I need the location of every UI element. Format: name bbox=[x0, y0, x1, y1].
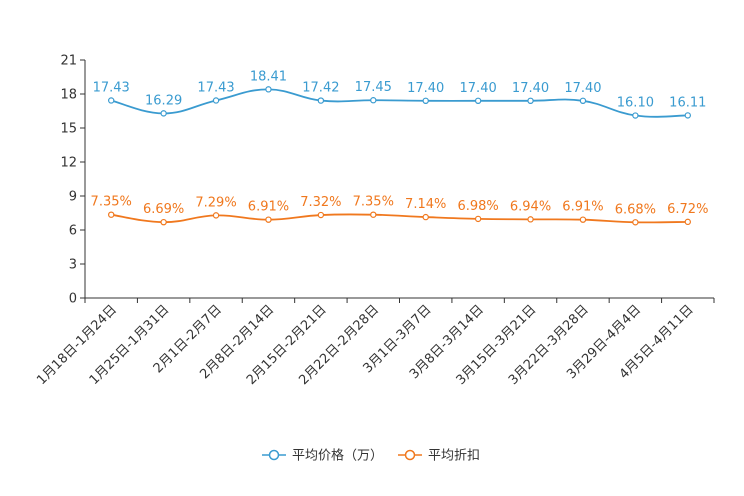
data-point[interactable] bbox=[317, 211, 325, 219]
y-tick-label: 9 bbox=[69, 190, 77, 205]
data-label: 6.91% bbox=[248, 200, 289, 215]
y-tick-label: 12 bbox=[60, 156, 77, 171]
data-point[interactable] bbox=[212, 212, 220, 219]
data-point[interactable] bbox=[160, 218, 167, 226]
data-label: 17.40 bbox=[407, 81, 444, 96]
data-point[interactable] bbox=[474, 97, 482, 105]
data-point[interactable] bbox=[684, 218, 691, 226]
data-point[interactable] bbox=[527, 216, 534, 223]
data-point[interactable] bbox=[527, 97, 534, 105]
data-point[interactable] bbox=[108, 211, 115, 218]
data-label: 17.43 bbox=[197, 80, 234, 95]
chart-series bbox=[108, 86, 691, 226]
data-label: 6.94% bbox=[510, 199, 551, 214]
legend-item-2[interactable]: 平均折扣 bbox=[398, 449, 480, 464]
data-label: 16.29 bbox=[145, 93, 182, 108]
data-point[interactable] bbox=[265, 216, 272, 223]
data-point[interactable] bbox=[265, 86, 272, 93]
data-label: 16.10 bbox=[617, 96, 654, 111]
data-point[interactable] bbox=[212, 97, 220, 104]
data-label: 6.68% bbox=[615, 202, 656, 217]
y-tick-label: 6 bbox=[69, 224, 77, 239]
data-label: 17.40 bbox=[564, 81, 601, 96]
data-label: 16.11 bbox=[669, 95, 706, 110]
series-line-2 bbox=[111, 213, 688, 224]
series-line-1 bbox=[110, 88, 688, 118]
data-point[interactable] bbox=[108, 97, 115, 104]
legend-item-1[interactable]: 平均价格（万） bbox=[262, 448, 383, 464]
data-label: 17.40 bbox=[460, 81, 497, 96]
data-point[interactable] bbox=[579, 97, 587, 105]
data-point[interactable] bbox=[370, 211, 377, 218]
data-label: 17.45 bbox=[355, 80, 392, 95]
data-point[interactable] bbox=[474, 215, 482, 223]
legend-marker-icon bbox=[268, 449, 280, 461]
data-label: 7.35% bbox=[91, 195, 132, 210]
data-point[interactable] bbox=[579, 216, 587, 223]
legend-label: 平均价格（万） bbox=[292, 448, 383, 464]
y-tick-label: 21 bbox=[60, 54, 77, 69]
y-tick-label: 15 bbox=[60, 122, 77, 137]
data-point[interactable] bbox=[422, 97, 429, 105]
data-label: 6.98% bbox=[457, 199, 498, 214]
data-label: 6.69% bbox=[143, 202, 184, 217]
data-point[interactable] bbox=[317, 97, 325, 104]
chart-legend[interactable]: 平均价格（万） 平均折扣 bbox=[262, 448, 480, 464]
data-label: 17.43 bbox=[93, 80, 130, 95]
data-point[interactable] bbox=[632, 112, 639, 119]
data-label: 6.91% bbox=[562, 200, 603, 215]
y-tick-label: 18 bbox=[60, 88, 77, 103]
data-label: 17.40 bbox=[512, 81, 549, 96]
chart-data-labels: 17.43 16.29 17.43 18.41 17.42 17.45 17.40 17.40… bbox=[91, 69, 709, 217]
data-label: 17.42 bbox=[302, 81, 339, 96]
data-point[interactable] bbox=[422, 213, 429, 221]
data-label: 7.29% bbox=[195, 195, 236, 210]
y-tick-label: 3 bbox=[69, 258, 77, 273]
data-label: 6.72% bbox=[667, 202, 708, 217]
y-tick-label: 0 bbox=[69, 292, 77, 307]
data-point[interactable] bbox=[632, 219, 639, 226]
data-label: 7.14% bbox=[405, 197, 446, 212]
data-label: 7.32% bbox=[300, 195, 341, 210]
legend-marker-icon bbox=[404, 449, 416, 461]
data-point[interactable] bbox=[684, 112, 691, 119]
legend-label: 平均折扣 bbox=[428, 449, 480, 464]
data-point[interactable] bbox=[370, 97, 377, 104]
data-label: 7.35% bbox=[353, 195, 394, 210]
data-point[interactable] bbox=[160, 110, 167, 117]
data-label: 18.41 bbox=[250, 69, 287, 84]
